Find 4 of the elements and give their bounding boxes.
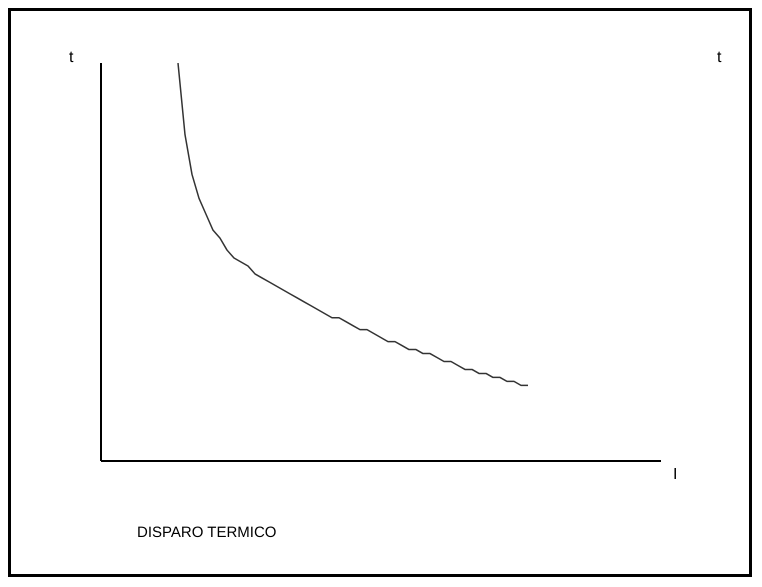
- x-axis-title: I: [673, 466, 678, 484]
- text: DISPARO TERMICO: [137, 524, 276, 541]
- y-axis-title: t: [69, 49, 74, 67]
- y2-axis-title: t: [717, 49, 722, 67]
